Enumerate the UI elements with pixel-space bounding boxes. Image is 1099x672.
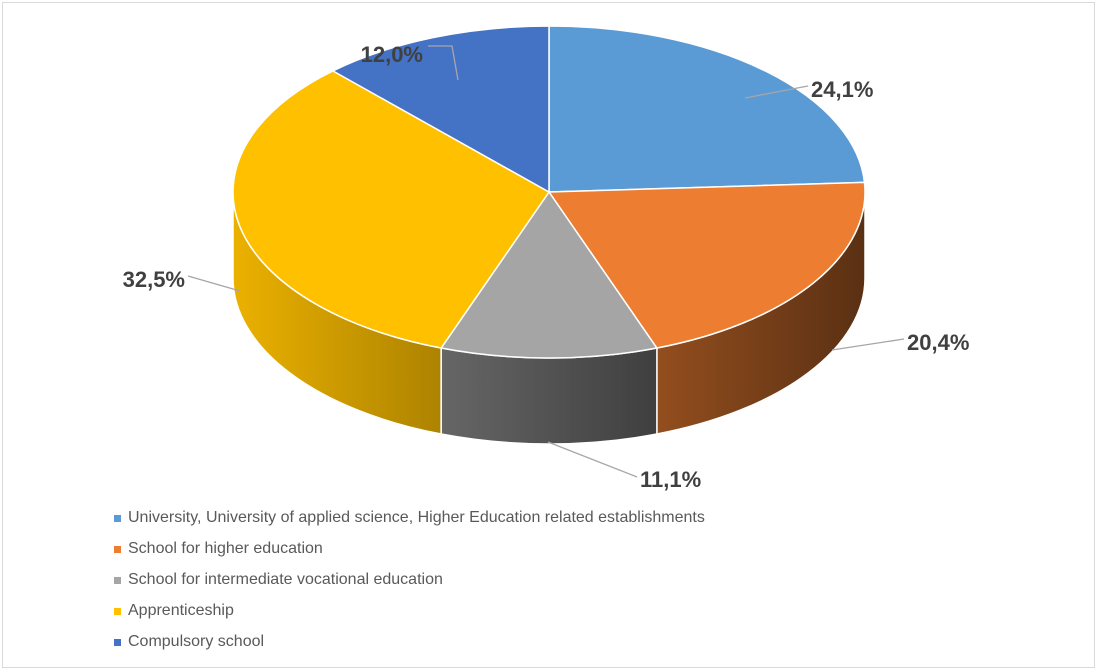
pie-slice-0	[548, 25, 866, 193]
legend-swatch-2	[114, 577, 121, 584]
legend-item-2: School for intermediate vocational educa…	[114, 571, 705, 602]
data-label-0: 24,1%	[811, 77, 873, 102]
leader-line-2	[547, 441, 638, 478]
data-label-2: 11,1%	[640, 467, 701, 492]
leader-lines	[187, 45, 905, 478]
pie-slice-4	[332, 25, 550, 193]
pie-slice-1	[548, 181, 866, 349]
legend-label-2: School for intermediate vocational educa…	[128, 571, 443, 588]
legend-swatch-3	[114, 608, 121, 615]
legend-swatch-4	[114, 639, 121, 646]
pie-slice-3	[232, 70, 550, 349]
legend-item-1: School for higher education	[114, 540, 705, 571]
leader-line-3	[187, 275, 241, 292]
legend-label-4: Compulsory school	[128, 633, 265, 650]
pie-slice-2	[440, 191, 658, 359]
data-label-1: 20,4%	[907, 330, 969, 355]
pie-side-2	[440, 347, 658, 445]
legend-item-4: Compulsory school	[114, 633, 705, 664]
legend-label-1: School for higher education	[128, 540, 323, 557]
leader-line-0	[744, 85, 809, 99]
legend-swatch-1	[114, 546, 121, 553]
legend-item-3: Apprenticeship	[114, 602, 705, 633]
data-labels: 24,1% 20,4% 11,1% 32,5% 12,0%	[123, 42, 970, 492]
pie-top-faces	[232, 25, 866, 359]
legend-label-0: University, University of applied scienc…	[128, 509, 705, 526]
legend-label-3: Apprenticeship	[128, 602, 234, 619]
leader-line-1	[831, 338, 905, 351]
legend-item-0: University, University of applied scienc…	[114, 509, 705, 540]
legend: University, University of applied scienc…	[114, 509, 705, 664]
leader-line-4	[428, 45, 459, 81]
data-label-4: 12,0%	[361, 42, 423, 67]
data-label-3: 32,5%	[123, 267, 185, 292]
pie-side-walls	[232, 191, 866, 445]
pie-chart: 24,1% 20,4% 11,1% 32,5% 12,0%	[123, 25, 970, 492]
legend-swatch-0	[114, 515, 121, 522]
